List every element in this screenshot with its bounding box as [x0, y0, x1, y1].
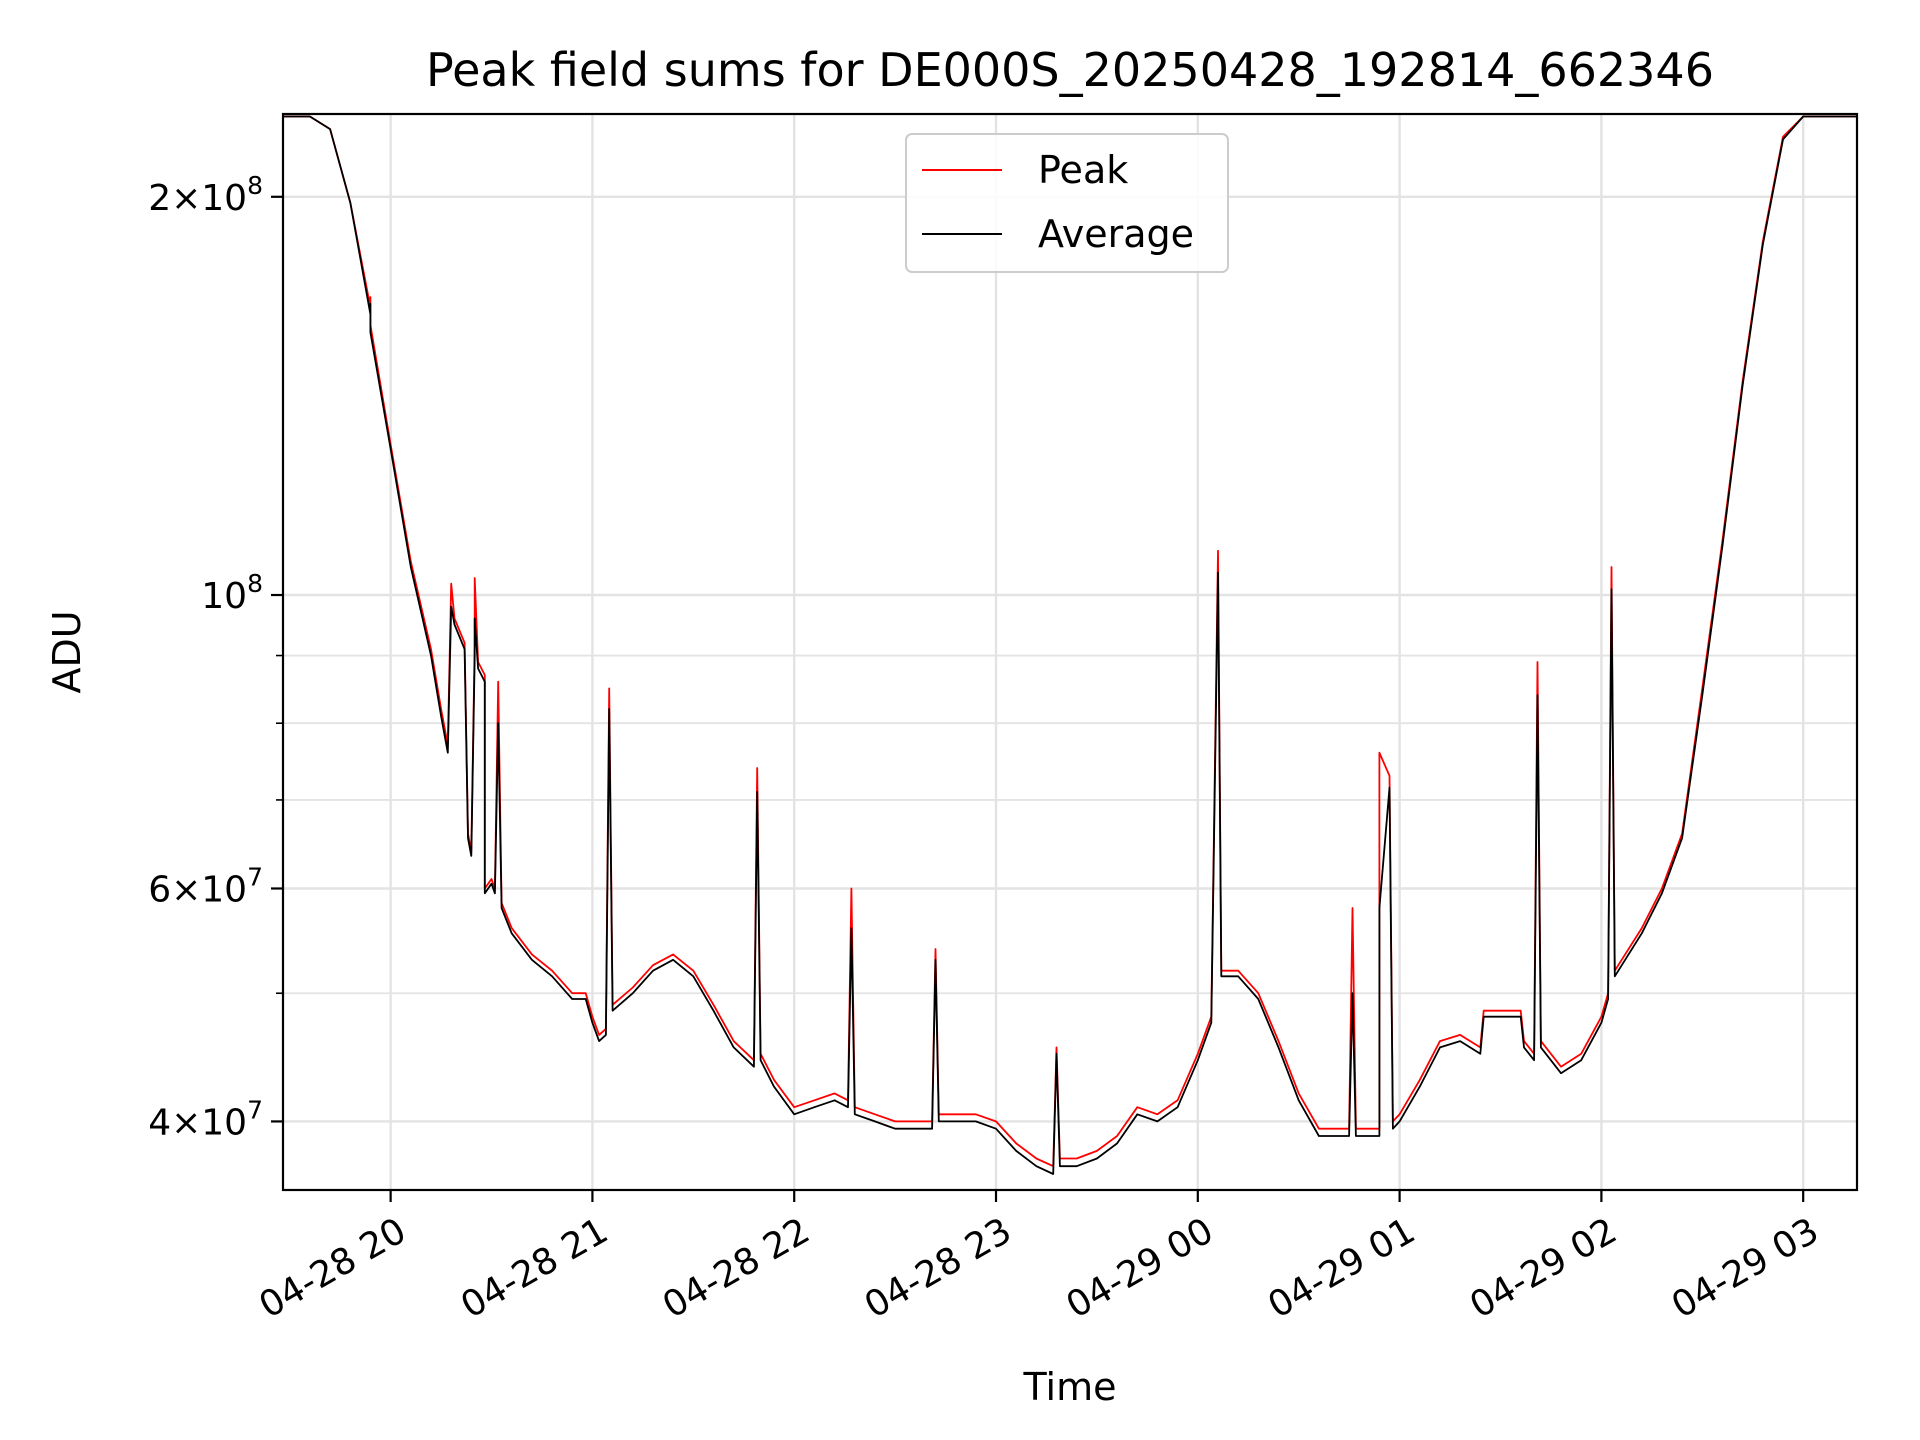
legend-label-average: Average — [1038, 212, 1194, 256]
legend: Peak Average — [905, 133, 1229, 273]
plot-frame — [281, 112, 1859, 1192]
y-axis-label: ADU — [45, 610, 89, 693]
y-tick-label: 108 — [201, 569, 263, 617]
y-tick-label: 6×107 — [148, 862, 263, 910]
y-axis-ticks: 4×107 6×107 108 2×108 — [148, 171, 283, 1143]
series-lines — [283, 115, 1857, 1175]
legend-box — [905, 133, 1229, 273]
y-tick-label: 4×107 — [148, 1095, 263, 1143]
legend-label-peak: Peak — [1038, 148, 1128, 192]
x-axis-label: Time — [1023, 1365, 1117, 1409]
gridlines — [283, 114, 1857, 1190]
chart-title: Peak field sums for DE000S_20250428_1928… — [426, 43, 1714, 97]
y-tick-label: 2×108 — [148, 171, 263, 219]
series-line-average — [283, 115, 1857, 1175]
